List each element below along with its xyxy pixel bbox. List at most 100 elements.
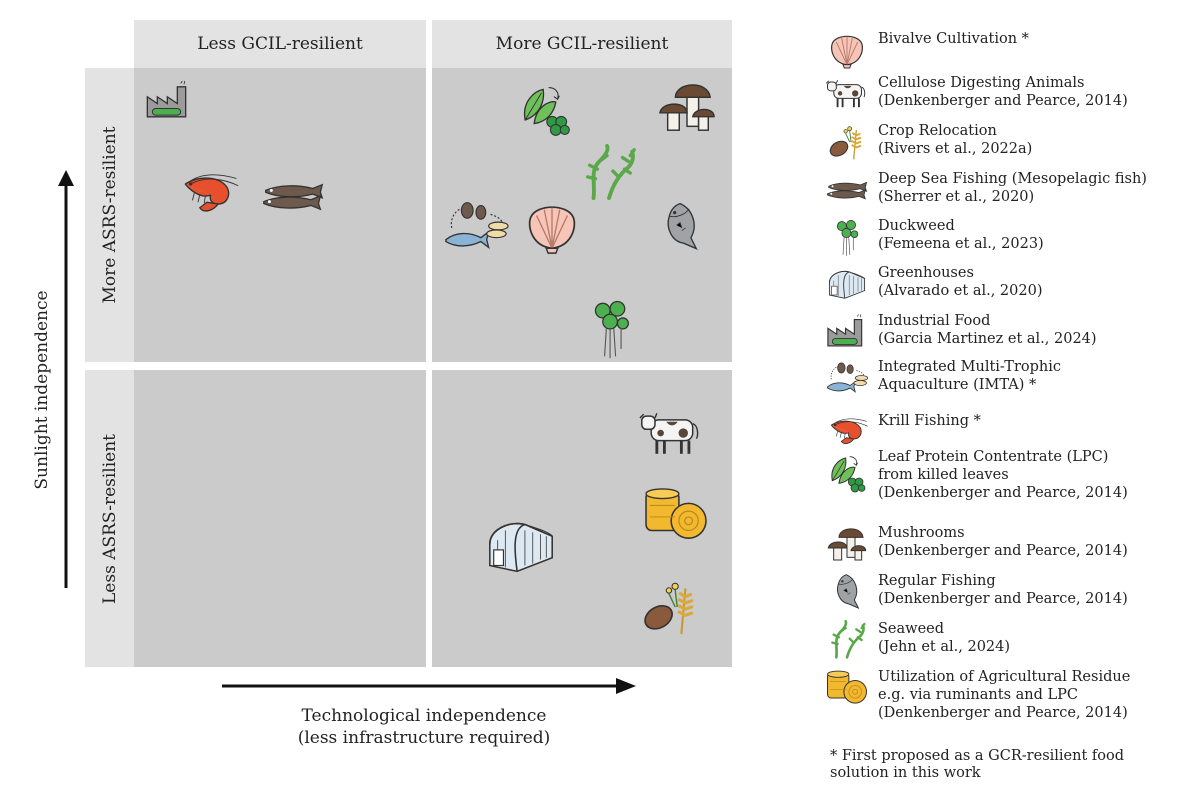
legend-line1: Cellulose Digesting Animals [878,75,1085,91]
fish-icon [825,572,869,612]
legend-item-greenhouses: Greenhouses (Alvarado et al., 2020) [825,264,1185,308]
row-header-less-asrs-label: Less ASRS-resilient [99,433,120,604]
y-axis-label: Sunlight independence [32,290,52,490]
legend-item-krill: Krill Fishing * [825,412,1185,456]
legend-text: Integrated Multi-Trophic Aquaculture (IM… [878,358,1061,394]
leaf-icon [514,84,576,138]
legend-text: Mushrooms (Denkenberger and Pearce, 2014… [878,524,1128,560]
seaweed-icon [825,620,869,660]
crop-icon [825,122,869,162]
x-axis-label-line2: (less infrastructure required) [297,728,551,748]
legend-item-mushrooms: Mushrooms (Denkenberger and Pearce, 2014… [825,524,1185,568]
row-header-more-asrs-label: More ASRS-resilient [99,126,120,304]
legend-line1: Deep Sea Fishing (Mesopelagic fish) [878,171,1147,187]
x-axis-label: Technological independence (less infrast… [298,705,551,749]
legend-line1: Duckweed [878,218,955,234]
cow-icon [825,74,869,114]
legend-item-duckweed: Duckweed (Femeena et al., 2023) [825,217,1185,261]
x-axis-arrow [222,678,636,694]
legend-item-regular-fishing: Regular Fishing (Denkenberger and Pearce… [825,572,1185,616]
legend-item-deep-sea: Deep Sea Fishing (Mesopelagic fish) (She… [825,170,1185,214]
legend-item-imta: Integrated Multi-Trophic Aquaculture (IM… [825,358,1185,402]
shrimp-icon [176,170,240,218]
legend-line2: from killed leaves [878,467,1009,483]
legend-line1: Mushrooms [878,525,965,541]
crop-icon [640,576,702,638]
column-header-less-gcil: Less GCIL-resilient [134,20,426,68]
fish-icon [658,200,704,254]
legend-text: Industrial Food (Garcia Martinez et al.,… [878,312,1097,348]
deep-fish-icon [825,170,869,210]
legend-item-industrial: Industrial Food (Garcia Martinez et al.,… [825,312,1185,356]
duckweed-icon [825,217,869,257]
shell-icon [825,30,869,70]
legend-text: Krill Fishing * [878,412,981,430]
legend-line1: Bivalve Cultivation * [878,31,1029,47]
legend-line2: Aquaculture (IMTA) * [878,377,1037,393]
legend-text: Cellulose Digesting Animals (Denkenberge… [878,74,1128,110]
legend-line1: Leaf Protein Contentrate (LPC) [878,449,1109,465]
x-axis-label-line1: Technological independence [301,706,547,726]
factory-icon [144,76,194,126]
legend-item-cellulose: Cellulose Digesting Animals (Denkenberge… [825,74,1185,118]
legend-item-agri-residue: Utilization of Agricultural Residue e.g.… [825,668,1185,730]
column-header-more-gcil: More GCIL-resilient [432,20,732,68]
legend-item-crop: Crop Relocation (Rivers et al., 2022a) [825,122,1185,166]
legend-line1: Greenhouses [878,265,974,281]
legend-line2: (Femeena et al., 2023) [878,236,1044,252]
legend-line2: (Denkenberger and Pearce, 2014) [878,93,1128,109]
factory-icon [825,312,869,352]
greenhouse-icon [482,516,560,576]
y-axis-arrow [58,170,74,588]
legend-line2: (Rivers et al., 2022a) [878,141,1033,157]
footnote-line1: * First proposed as a GCR-resilient food [830,748,1125,764]
legend-text: Regular Fishing (Denkenberger and Pearce… [878,572,1128,608]
legend-line1: Seaweed [878,621,945,637]
legend-item-bivalve: Bivalve Cultivation * [825,30,1185,74]
hay-icon [642,486,710,544]
legend-line1: Crop Relocation [878,123,997,139]
footnote-line2: solution in this work [830,765,981,781]
seaweed-icon [578,144,640,202]
shrimp-icon [825,412,869,452]
leaf-icon [825,454,869,494]
imta-icon [442,196,510,256]
legend-line2: (Jehn et al., 2024) [878,639,1011,655]
legend-line2: (Sherrer et al., 2020) [878,189,1035,205]
shell-icon [522,198,582,256]
legend-line2: (Denkenberger and Pearce, 2014) [878,543,1128,559]
legend-line3: (Denkenberger and Pearce, 2014) [878,485,1128,501]
legend-item-lpc: Leaf Protein Contentrate (LPC) from kill… [825,448,1185,510]
legend-text: Duckweed (Femeena et al., 2023) [878,217,1044,253]
mushroom-icon [825,524,869,564]
legend-text: Bivalve Cultivation * [878,30,1029,48]
legend-text: Greenhouses (Alvarado et al., 2020) [878,264,1042,300]
cow-icon [638,410,704,458]
deep-fish-icon [260,176,326,216]
row-header-more-asrs: More ASRS-resilient [85,68,134,362]
greenhouse-icon [825,264,869,304]
imta-icon [825,358,869,398]
legend-text: Crop Relocation (Rivers et al., 2022a) [878,122,1032,158]
legend-text: Leaf Protein Contentrate (LPC) from kill… [878,448,1128,502]
legend-line2: (Alvarado et al., 2020) [878,283,1043,299]
legend-item-seaweed: Seaweed (Jehn et al., 2024) [825,620,1185,664]
duckweed-icon [588,296,634,360]
legend-line1: Industrial Food [878,313,991,329]
legend-line2: (Denkenberger and Pearce, 2014) [878,591,1128,607]
row-header-less-asrs: Less ASRS-resilient [85,370,134,667]
quadrant-bottom-left [134,370,426,667]
footnote: * First proposed as a GCR-resilient food… [830,748,1124,782]
legend-line3: (Denkenberger and Pearce, 2014) [878,705,1128,721]
legend-line2: e.g. via ruminants and LPC [878,687,1078,703]
legend-line1: Integrated Multi-Trophic [878,359,1062,375]
legend-line1: Krill Fishing * [878,413,981,429]
mushroom-icon [658,78,716,136]
legend-text: Deep Sea Fishing (Mesopelagic fish) (She… [878,170,1147,206]
legend-text: Utilization of Agricultural Residue e.g.… [878,668,1130,722]
legend-line1: Utilization of Agricultural Residue [878,669,1131,685]
legend-line2: (Garcia Martinez et al., 2024) [878,331,1097,347]
hay-icon [825,668,869,708]
legend-text: Seaweed (Jehn et al., 2024) [878,620,1010,656]
legend-line1: Regular Fishing [878,573,996,589]
